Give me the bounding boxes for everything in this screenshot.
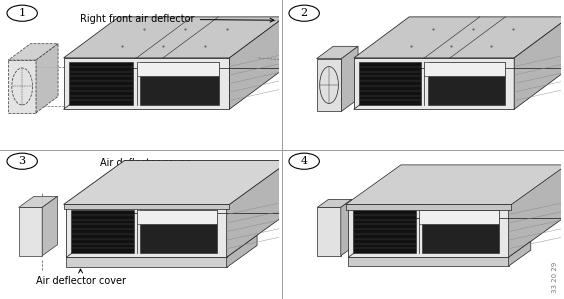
Polygon shape [140,62,219,105]
Polygon shape [359,62,421,105]
Polygon shape [354,17,564,58]
Polygon shape [514,17,564,109]
Polygon shape [8,44,58,60]
Polygon shape [64,205,230,209]
Polygon shape [316,59,341,112]
Text: 1: 1 [19,8,26,18]
Polygon shape [8,60,36,113]
Polygon shape [346,165,564,205]
Polygon shape [283,11,325,23]
Polygon shape [318,208,341,256]
Polygon shape [341,46,358,112]
Polygon shape [64,58,230,109]
Polygon shape [346,205,512,210]
Polygon shape [137,210,217,224]
Polygon shape [67,162,288,206]
Polygon shape [227,162,288,257]
Polygon shape [67,257,227,267]
Polygon shape [509,166,564,257]
Text: Air deflector cover: Air deflector cover [99,158,190,173]
Polygon shape [559,176,564,205]
Circle shape [289,153,319,169]
Polygon shape [285,168,304,200]
Polygon shape [64,161,290,205]
Text: 2: 2 [301,8,308,18]
Polygon shape [419,210,499,224]
Polygon shape [422,210,499,253]
Polygon shape [140,210,217,253]
Polygon shape [341,199,352,256]
Polygon shape [425,62,505,76]
Circle shape [7,5,37,21]
Polygon shape [67,206,227,257]
Polygon shape [349,257,509,266]
Text: 4: 4 [301,156,308,166]
Polygon shape [353,210,416,253]
Polygon shape [428,62,505,105]
Polygon shape [36,44,58,113]
Text: 33 20 29: 33 20 29 [552,262,558,293]
Polygon shape [19,208,42,256]
Polygon shape [230,17,285,109]
Polygon shape [71,210,134,253]
Polygon shape [227,235,257,267]
Polygon shape [354,58,514,109]
Polygon shape [349,206,509,257]
Polygon shape [559,172,564,176]
Polygon shape [285,164,310,168]
Text: Right front air deflector: Right front air deflector [80,14,274,24]
Text: 3: 3 [19,156,26,166]
Text: Air deflector cover: Air deflector cover [36,269,126,286]
Polygon shape [308,11,325,60]
Polygon shape [509,241,531,266]
Polygon shape [19,196,58,208]
Polygon shape [316,46,358,59]
Polygon shape [283,23,308,60]
Polygon shape [64,17,285,58]
Polygon shape [69,62,133,105]
Circle shape [7,153,37,169]
Polygon shape [42,196,58,256]
Circle shape [289,5,319,21]
Polygon shape [349,166,564,206]
Polygon shape [304,164,310,200]
Polygon shape [136,62,219,76]
Polygon shape [318,199,352,208]
